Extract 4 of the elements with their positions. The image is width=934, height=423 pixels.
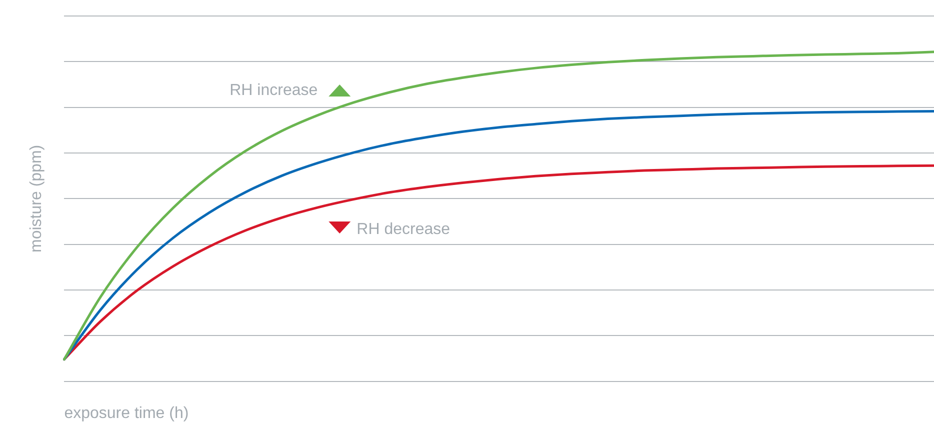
- legend-label: RH decrease: [356, 220, 450, 238]
- y-axis-title: moisture (ppm): [28, 144, 46, 252]
- x-axis-title: exposure time (h): [64, 404, 189, 422]
- series-label: RH increase: [230, 82, 318, 99]
